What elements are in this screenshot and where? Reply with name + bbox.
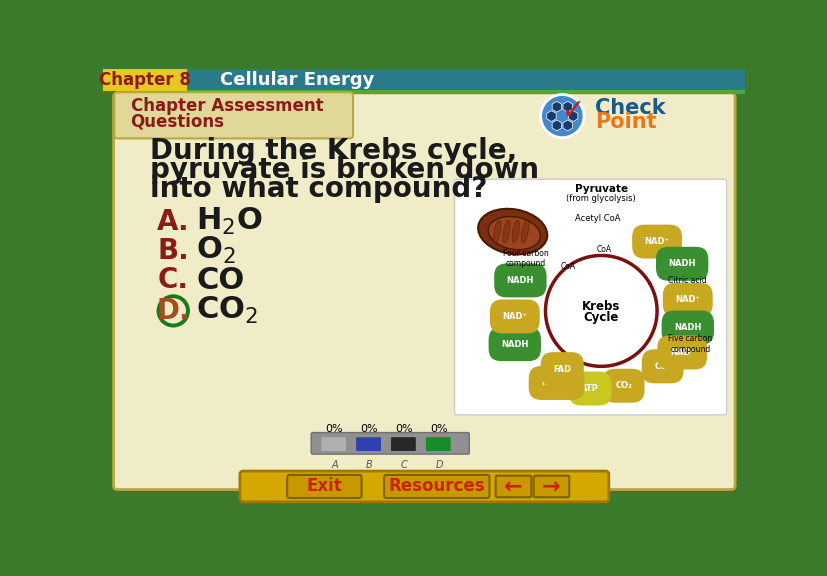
Text: NADH: NADH [673,323,700,332]
Text: B: B [366,460,372,470]
Ellipse shape [488,217,540,249]
Ellipse shape [512,220,519,243]
Text: Resources: Resources [388,478,485,495]
Text: →: → [542,476,560,497]
Text: During the Krebs cycle,: During the Krebs cycle, [150,137,517,165]
FancyBboxPatch shape [240,471,608,502]
Text: 0%: 0% [430,425,447,434]
Text: NAD⁺: NAD⁺ [502,312,527,321]
Text: A.: A. [157,207,189,236]
Text: CO$_2$: CO$_2$ [196,295,258,327]
Text: into what compound?: into what compound? [150,175,487,203]
FancyBboxPatch shape [356,437,380,451]
Text: NADH: NADH [506,276,533,285]
Text: D: D [435,460,442,470]
Text: Citric acid: Citric acid [667,276,706,285]
Text: Exit: Exit [306,478,342,495]
Text: CoA: CoA [560,262,575,271]
Text: O$_2$: O$_2$ [196,235,236,266]
Ellipse shape [502,220,509,243]
Text: ✓: ✓ [561,97,584,126]
Text: Pyruvate: Pyruvate [574,184,627,194]
Text: Cellular Energy: Cellular Energy [220,71,374,89]
Text: Four carbon
compound: Four carbon compound [503,248,548,268]
FancyBboxPatch shape [114,92,352,138]
Text: Chapter 8: Chapter 8 [99,71,191,89]
FancyBboxPatch shape [454,179,726,415]
Text: (from glycolysis): (from glycolysis) [566,194,635,203]
Text: FAD: FAD [552,365,571,374]
FancyBboxPatch shape [103,69,187,90]
FancyBboxPatch shape [495,476,531,497]
Ellipse shape [493,220,500,243]
Text: NAD⁺: NAD⁺ [644,237,669,246]
FancyBboxPatch shape [287,475,361,498]
Text: NAD⁺: NAD⁺ [675,295,700,304]
Text: CoA: CoA [595,245,611,255]
Text: Five carbon
compound: Five carbon compound [667,335,712,354]
FancyBboxPatch shape [533,476,569,497]
Ellipse shape [521,220,528,243]
FancyBboxPatch shape [113,93,734,490]
Text: FADH2: FADH2 [541,378,571,388]
Text: C: C [400,460,407,470]
Text: pyruvate is broken down: pyruvate is broken down [150,156,538,184]
Text: ATP: ATP [581,384,599,393]
Text: Point: Point [594,112,656,132]
FancyBboxPatch shape [187,69,744,90]
FancyBboxPatch shape [103,69,744,513]
Text: CO₂: CO₂ [614,381,631,391]
Text: A: A [331,460,337,470]
Text: D.: D. [156,297,190,325]
Text: Acetyl CoA: Acetyl CoA [574,214,619,223]
FancyBboxPatch shape [187,90,744,94]
Text: B.: B. [157,237,189,265]
Text: ←: ← [504,476,522,497]
Ellipse shape [477,209,547,255]
FancyBboxPatch shape [311,433,469,454]
Circle shape [540,94,583,138]
Text: Krebs: Krebs [581,300,619,313]
Text: CO: CO [196,266,245,294]
Text: Questions: Questions [131,112,224,131]
Text: NADH: NADH [500,340,528,348]
FancyBboxPatch shape [425,437,450,451]
Text: Chapter Assessment: Chapter Assessment [131,97,323,115]
Text: NAD⁺: NAD⁺ [669,348,694,357]
Text: Cycle: Cycle [583,310,619,324]
FancyBboxPatch shape [384,475,489,498]
Text: NADH: NADH [667,259,695,268]
FancyBboxPatch shape [390,437,415,451]
Text: 0%: 0% [360,425,378,434]
FancyBboxPatch shape [321,437,346,451]
Text: 0%: 0% [395,425,413,434]
Text: CO₂: CO₂ [653,362,671,371]
Text: C.: C. [158,266,189,294]
Text: H$_2$O: H$_2$O [196,206,263,237]
Text: 0%: 0% [325,425,343,434]
Text: Check: Check [594,98,665,119]
